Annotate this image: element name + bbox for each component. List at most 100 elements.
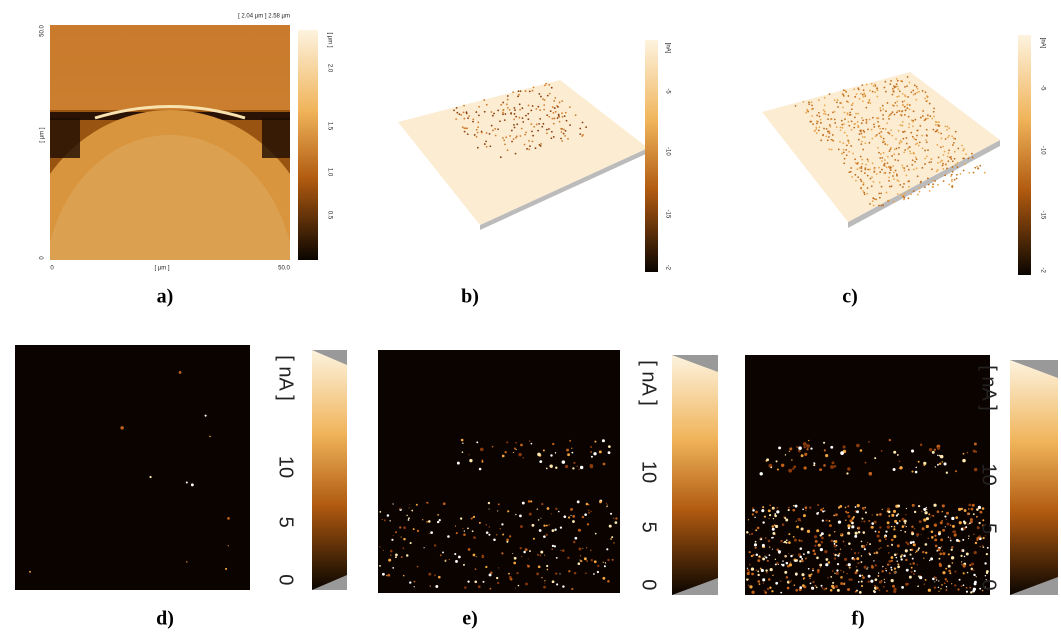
spot	[968, 504, 971, 507]
spot	[442, 551, 444, 553]
spot	[962, 459, 966, 463]
spot	[752, 554, 754, 556]
spot	[768, 509, 771, 512]
spot	[808, 568, 810, 570]
spot	[860, 561, 862, 563]
spot	[961, 550, 963, 552]
spot	[916, 467, 917, 468]
spot	[847, 114, 849, 116]
spot	[531, 130, 533, 132]
spot	[915, 143, 917, 145]
spot	[888, 560, 891, 563]
spot	[934, 581, 935, 582]
spot	[562, 116, 564, 118]
spot	[923, 558, 924, 559]
spot	[866, 193, 868, 195]
spot	[803, 578, 805, 580]
spot	[588, 510, 590, 512]
spot	[902, 138, 904, 140]
spot	[835, 513, 838, 516]
spot	[564, 135, 566, 137]
spot	[966, 553, 969, 556]
spot	[938, 132, 940, 134]
spot	[861, 580, 863, 582]
spot	[986, 553, 988, 555]
spot	[417, 566, 419, 568]
spot	[823, 109, 825, 111]
spot	[607, 580, 610, 583]
spot	[830, 589, 833, 592]
spot	[909, 576, 912, 579]
spot	[896, 111, 898, 113]
spot	[902, 101, 904, 103]
spot	[785, 454, 786, 455]
spot	[528, 500, 531, 503]
spot	[865, 119, 867, 121]
spot	[812, 588, 813, 589]
spot	[765, 537, 766, 538]
spot	[871, 522, 874, 525]
spot	[893, 510, 896, 513]
spot	[910, 563, 912, 565]
spot	[890, 169, 892, 171]
spot	[942, 552, 945, 555]
spot	[934, 524, 937, 527]
spot	[613, 542, 615, 544]
spot	[557, 117, 559, 119]
spot	[963, 572, 965, 574]
spot	[866, 122, 868, 124]
spot	[805, 506, 808, 509]
spot	[887, 525, 890, 528]
spot	[856, 510, 859, 513]
spot	[564, 115, 566, 117]
spot	[457, 462, 460, 465]
spot	[784, 517, 786, 519]
spot	[821, 587, 823, 589]
spot	[759, 583, 761, 585]
spot	[869, 102, 871, 104]
spot	[938, 580, 939, 581]
spot	[593, 573, 595, 575]
spot	[856, 557, 859, 560]
spot	[911, 449, 914, 452]
spot	[971, 508, 974, 511]
spot	[871, 566, 874, 569]
y-axis-label: 0	[40, 256, 46, 260]
spot	[547, 95, 549, 97]
spot	[549, 464, 552, 467]
spot	[861, 521, 862, 522]
spot	[795, 105, 797, 107]
spot	[563, 133, 565, 135]
spot	[864, 167, 866, 169]
spot	[761, 509, 764, 512]
spot	[887, 564, 889, 566]
spot	[602, 577, 605, 580]
spot	[903, 151, 905, 153]
spot	[880, 205, 882, 207]
spot	[918, 505, 920, 507]
spot	[917, 194, 919, 196]
spot	[897, 566, 900, 569]
spot	[447, 535, 450, 538]
spot	[869, 169, 871, 171]
spot	[921, 167, 923, 169]
spot	[388, 559, 391, 562]
spot	[862, 575, 864, 577]
spot	[857, 121, 859, 123]
spot	[520, 444, 523, 447]
spot	[850, 167, 852, 169]
spot	[537, 554, 539, 556]
spot	[982, 519, 984, 521]
spot	[845, 545, 846, 546]
spot	[840, 129, 842, 131]
spot	[861, 117, 863, 119]
spot	[848, 121, 850, 123]
spot	[901, 110, 903, 112]
spot	[881, 186, 883, 188]
spot	[506, 441, 508, 443]
spot	[922, 527, 925, 530]
spot	[816, 587, 818, 589]
spot	[871, 83, 873, 85]
spot	[559, 121, 561, 123]
spot	[525, 90, 527, 92]
